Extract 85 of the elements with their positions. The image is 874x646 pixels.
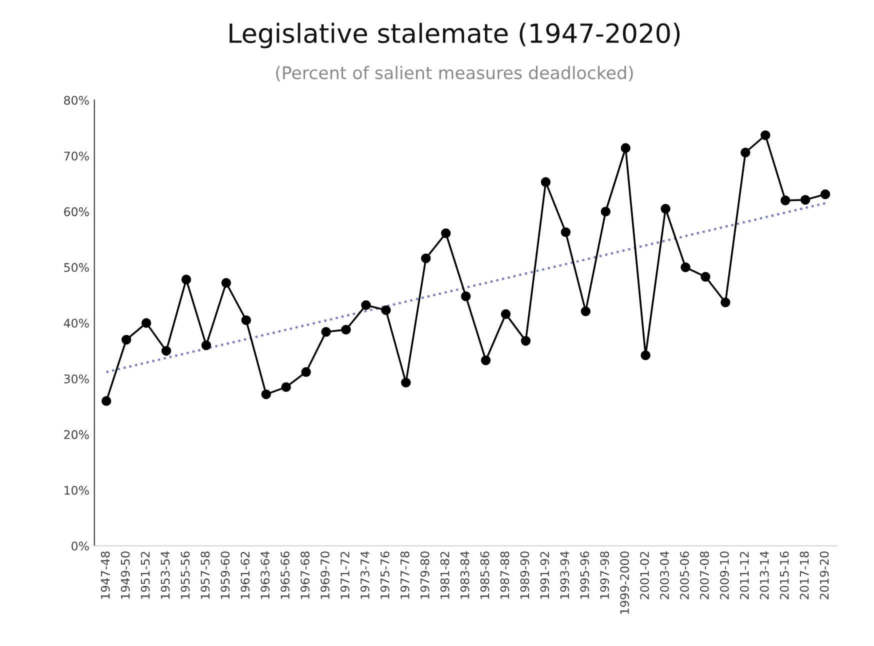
x-tick-label: 2015-16 [780, 551, 789, 600]
y-tick-label: 10% [64, 486, 89, 495]
x-tick-label: 2019-20 [820, 552, 829, 600]
x-tick-label: 2017-18 [800, 552, 809, 600]
x-tick-label: 1963-64 [260, 551, 270, 599]
point [780, 196, 790, 206]
x-tick-label: 2009-10 [720, 552, 729, 600]
x-tick-label: 1979-80 [420, 552, 430, 599]
x-tick-label: 1961-62 [240, 552, 250, 599]
point [700, 272, 710, 282]
x-tick-label: 1973-74 [360, 551, 370, 599]
point [720, 298, 730, 308]
x-tick-label: 1965-66 [280, 551, 290, 599]
point [660, 204, 670, 214]
x-tick-label: 1975-76 [380, 551, 390, 599]
y-tick-label: 20% [64, 430, 89, 440]
point [460, 291, 471, 302]
y-tick-label: 30% [64, 374, 89, 384]
point [560, 227, 571, 238]
x-tick-label: 1969-70 [320, 552, 330, 599]
point [301, 367, 311, 377]
point [201, 340, 212, 350]
point [261, 389, 271, 400]
point [141, 318, 152, 328]
chart-title: Legislative stalemate (1947-2020) [230, 22, 680, 48]
point [600, 206, 610, 216]
x-tick-label: 2005-06 [680, 551, 689, 600]
x-tick-label: 1959-60 [220, 552, 230, 599]
x-tick-label: 2011-12 [740, 552, 749, 600]
point [620, 143, 630, 153]
y-tick-label: 0% [72, 542, 89, 551]
point [281, 382, 291, 392]
x-tick-label: 1983-84 [460, 551, 470, 599]
point [161, 346, 172, 356]
point [480, 355, 491, 366]
point [680, 262, 690, 272]
x-tick-label: 1971-72 [340, 552, 350, 599]
y-tick-label: 80% [64, 96, 89, 105]
point [401, 378, 411, 388]
point [540, 177, 551, 187]
x-tick-label: 2001-02 [640, 552, 649, 600]
x-tick-label: 1977-78 [400, 552, 410, 599]
point [820, 189, 830, 200]
y-tick-label: 40% [64, 318, 89, 328]
x-tick-label: 1991-92 [540, 552, 550, 599]
point [181, 274, 192, 284]
point [740, 148, 750, 158]
x-tick-label: 2003-04 [660, 551, 669, 600]
point [441, 228, 451, 238]
point [640, 350, 650, 360]
x-tick-label: 1997-98 [600, 552, 610, 599]
x-tick-label: 1953-54 [160, 551, 170, 599]
chart-subtitle: (Percent of salient measures deadlocked) [276, 66, 633, 82]
point [381, 305, 391, 316]
x-tick-label: 1993-94 [560, 551, 570, 599]
y-tick-label: 50% [64, 263, 89, 272]
point [221, 278, 232, 288]
point [341, 324, 351, 335]
point [520, 336, 531, 346]
point [361, 300, 371, 310]
point [241, 315, 252, 326]
x-tick-label: 1989-90 [520, 552, 530, 599]
x-tick-label: 1947-48 [100, 552, 110, 599]
x-tick-label: 1957-58 [200, 552, 210, 599]
point [321, 327, 331, 337]
point [121, 334, 132, 345]
y-tick-label: 70% [64, 152, 89, 160]
point [421, 254, 431, 264]
y-tick-label: 60% [64, 207, 89, 216]
x-tick-label: 1999-2000 [620, 552, 630, 614]
x-tick-label: 2013-14 [760, 551, 769, 600]
x-tick-label: 1995-96 [580, 551, 590, 599]
point [800, 195, 810, 205]
x-tick-label: 1987-88 [500, 552, 510, 599]
x-tick-label: 1985-86 [480, 551, 490, 599]
x-tick-label: 2007-08 [700, 552, 709, 600]
point [580, 306, 591, 316]
x-tick-label: 1949-50 [120, 552, 130, 599]
x-tick-label: 1951-52 [140, 552, 150, 599]
x-tick-label: 1981-82 [440, 552, 450, 599]
x-tick-label: 1955-56 [180, 551, 190, 599]
point [102, 396, 112, 406]
point [760, 130, 770, 140]
x-tick-label: 1967-68 [300, 552, 310, 599]
point [500, 309, 511, 319]
